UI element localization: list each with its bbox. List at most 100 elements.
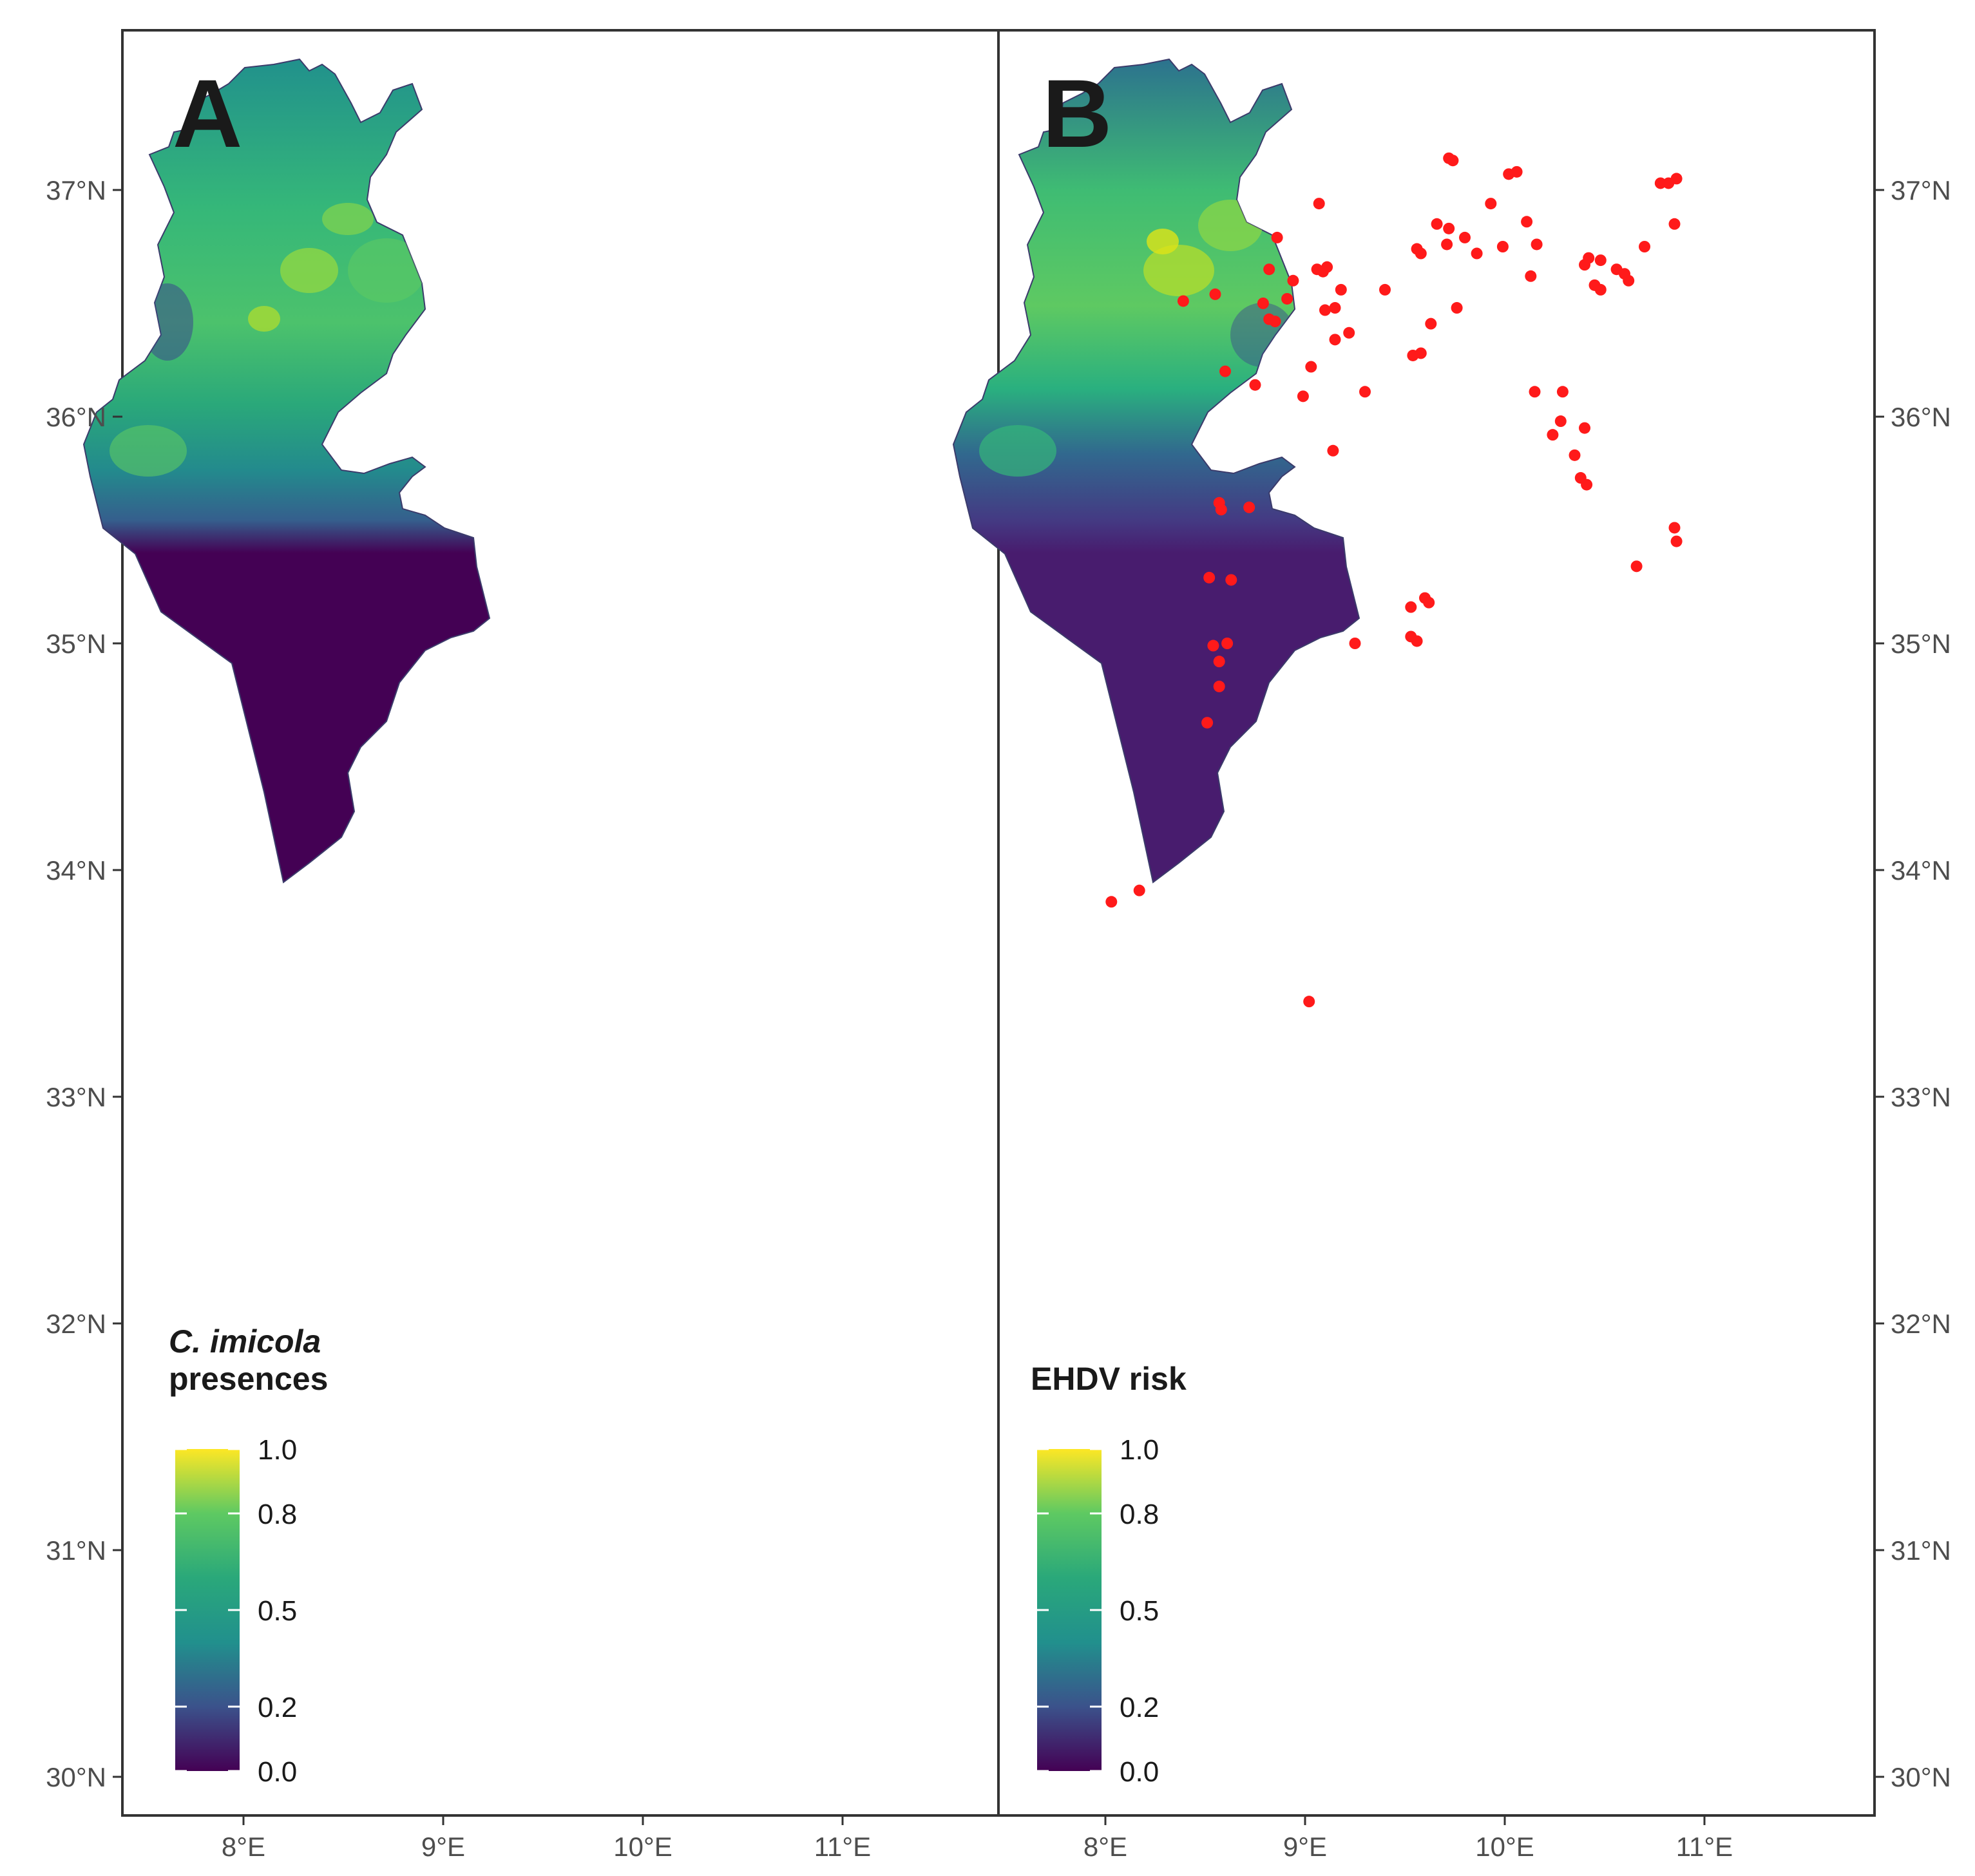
ehdv-point <box>1359 386 1371 398</box>
ehdv-point <box>1281 292 1293 305</box>
y-tick-label-right: 32°N <box>1891 1309 1951 1339</box>
ehdv-point <box>1303 996 1315 1008</box>
ehdv-point <box>1594 283 1607 296</box>
legend-tick-label: 0.5 <box>258 1595 297 1627</box>
x-tick-label: 10°E <box>1475 1832 1534 1862</box>
ehdv-point <box>1221 638 1234 649</box>
x-tick-label: 10°E <box>613 1832 673 1862</box>
ehdv-point <box>1556 386 1569 398</box>
ehdv-point <box>1219 365 1231 377</box>
ehdv-point <box>1423 596 1435 609</box>
x-tick-label: 11°E <box>1676 1832 1733 1862</box>
ehdv-point <box>1639 241 1650 252</box>
ehdv-point <box>1225 574 1237 586</box>
ehdv-point <box>1670 535 1683 547</box>
ehdv-point <box>1407 349 1419 361</box>
y-tick-label-right: 30°N <box>1891 1762 1951 1792</box>
ehdv-point <box>1471 247 1483 260</box>
ehdv-point <box>1319 304 1331 316</box>
ehdv-point <box>1305 361 1317 373</box>
ehdv-point <box>1133 884 1145 896</box>
y-tick-label-left: 32°N <box>46 1309 106 1339</box>
y-tick-label-right: 34°N <box>1891 855 1951 886</box>
ehdv-point <box>1529 386 1541 398</box>
y-tick-label-left: 37°N <box>46 175 106 205</box>
legend-tick-label: 0.0 <box>258 1756 297 1788</box>
ehdv-point <box>1630 560 1643 573</box>
ehdv-point <box>1287 274 1299 287</box>
y-tick-label-left: 30°N <box>46 1762 106 1792</box>
ehdv-point <box>1313 198 1325 210</box>
ehdv-point <box>1485 198 1497 210</box>
ehdv-point <box>1525 270 1537 282</box>
y-tick-label-right: 33°N <box>1891 1082 1951 1112</box>
y-tick-label-left: 36°N <box>46 402 106 432</box>
ehdv-point <box>1263 263 1275 276</box>
ehdv-point <box>1668 218 1681 230</box>
legend-a: C. imicola presences 1.0 0.8 0.5 0.2 0.0 <box>169 1323 328 1788</box>
ehdv-point <box>1654 177 1666 189</box>
ehdv-point <box>1411 635 1423 647</box>
ehdv-point <box>1379 283 1391 296</box>
legend-tick-label: 1.0 <box>258 1434 297 1466</box>
ehdv-point <box>1447 155 1459 167</box>
legend-a-title-italic: C. imicola <box>169 1323 321 1360</box>
ehdv-point <box>1215 504 1227 516</box>
ehdv-point <box>1547 429 1559 441</box>
legend-tick-label: 0.8 <box>1120 1499 1159 1530</box>
ehdv-point <box>1349 638 1361 649</box>
ehdv-point <box>1327 444 1339 457</box>
axes: 8°E 8°E 9°E 9°E 10°E 10°E 11°E 11°E 37°N 37°N 36°N… <box>46 175 1951 1862</box>
ehdv-point <box>1243 501 1255 513</box>
ehdv-point <box>1431 218 1443 230</box>
ehdv-point <box>1579 259 1590 271</box>
ehdv-point <box>1405 601 1417 613</box>
ehdv-points-layer <box>1105 152 1683 1008</box>
ehdv-point <box>1554 415 1567 428</box>
panel-letter-a: A <box>173 59 242 167</box>
legend-tick-label: 0.2 <box>258 1692 297 1723</box>
ehdv-point <box>1511 166 1523 178</box>
ehdv-point <box>1521 216 1533 228</box>
ehdv-point <box>1329 334 1341 346</box>
legend-b: EHDV risk 1.0 0.8 0.5 0.2 0.0 <box>1031 1361 1187 1788</box>
ehdv-point <box>1213 680 1225 692</box>
legend-a-italic: C. imicola <box>169 1323 321 1360</box>
y-tick-label-left: 35°N <box>46 629 106 659</box>
ehdv-point <box>1623 274 1635 287</box>
ehdv-point <box>1269 316 1281 328</box>
ehdv-point <box>1594 254 1607 267</box>
ehdv-point <box>1297 390 1309 403</box>
x-tick-label: 8°E <box>1083 1832 1127 1862</box>
y-tick-label-left: 34°N <box>46 855 106 886</box>
y-tick-label-right: 36°N <box>1891 402 1951 432</box>
ehdv-point <box>1257 298 1269 309</box>
x-tick-label: 11°E <box>814 1832 871 1862</box>
ehdv-point <box>1329 302 1341 314</box>
legend-tick-label: 0.5 <box>1120 1595 1159 1627</box>
ehdv-point <box>1459 231 1471 243</box>
ehdv-point <box>1668 522 1681 534</box>
ehdv-point <box>1415 247 1427 260</box>
ehdv-point <box>1311 263 1323 276</box>
legend-tick-label: 0.2 <box>1120 1692 1159 1723</box>
legend-a-title: presences <box>169 1361 328 1397</box>
ehdv-point <box>1213 656 1225 668</box>
ehdv-point <box>1443 222 1455 234</box>
ehdv-point <box>1207 640 1219 652</box>
y-tick-label-left: 33°N <box>46 1082 106 1112</box>
ehdv-point <box>1343 327 1355 339</box>
ehdv-point <box>1451 302 1463 314</box>
ehdv-point <box>1531 238 1543 251</box>
x-tick-label: 8°E <box>222 1832 265 1862</box>
x-tick-label: 9°E <box>421 1832 465 1862</box>
ehdv-point <box>1177 295 1189 307</box>
y-tick-label-right: 37°N <box>1891 175 1951 205</box>
ehdv-point <box>1335 283 1347 296</box>
ehdv-point <box>1663 177 1675 189</box>
panel-letter-b: B <box>1042 59 1112 167</box>
ehdv-point <box>1581 478 1593 491</box>
ehdv-point <box>1271 231 1283 243</box>
ehdv-point <box>1201 717 1214 729</box>
